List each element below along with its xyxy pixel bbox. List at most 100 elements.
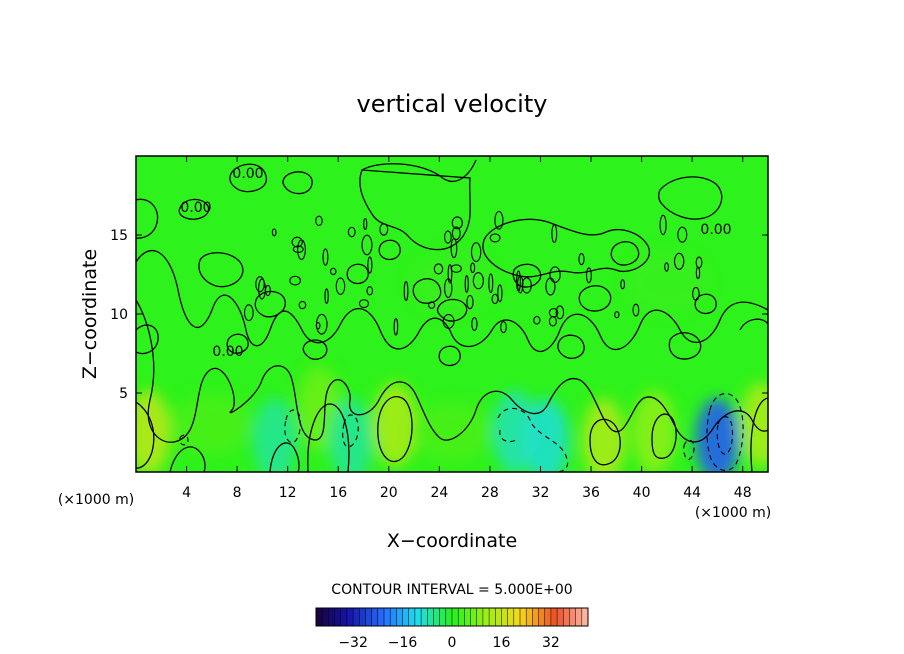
contour-label: 0.00 bbox=[212, 344, 243, 360]
field-blob bbox=[171, 394, 252, 455]
colorbar-cell bbox=[421, 608, 428, 626]
contour-line bbox=[136, 324, 159, 355]
y-axis-title: Z−coordinate bbox=[79, 249, 101, 379]
colorbar-cell bbox=[526, 608, 533, 626]
colorbar-cell bbox=[334, 608, 342, 626]
negative-contour bbox=[284, 409, 301, 444]
colorbar-cell bbox=[427, 608, 434, 626]
colorbar bbox=[315, 608, 589, 626]
colorbar-cell bbox=[581, 608, 589, 626]
contour-cell bbox=[578, 253, 585, 266]
colorbar-cell bbox=[452, 608, 459, 626]
x-tick-label: 20 bbox=[380, 485, 398, 501]
contour-line bbox=[694, 293, 717, 315]
contour-label: 0.00 bbox=[700, 222, 731, 238]
contour-line bbox=[668, 332, 702, 360]
field-blob bbox=[739, 382, 768, 467]
small-contour-cells bbox=[243, 210, 703, 336]
contour-cell bbox=[545, 277, 556, 296]
negative-contour bbox=[716, 416, 734, 455]
contour-line bbox=[302, 339, 328, 360]
field-blob bbox=[632, 390, 677, 472]
contour-cell bbox=[464, 275, 469, 293]
colorbar-cell bbox=[384, 608, 391, 626]
contour-cell bbox=[551, 224, 558, 243]
contour-cell bbox=[298, 300, 307, 310]
colorbar-cell bbox=[464, 608, 471, 626]
contour-line bbox=[254, 290, 286, 318]
negative-contour bbox=[706, 393, 744, 471]
contour-cell bbox=[329, 267, 337, 276]
x-tick-label: 28 bbox=[481, 485, 499, 501]
colorbar-cell bbox=[563, 608, 570, 626]
contour-interval-note: CONTOUR INTERVAL = 5.000E+00 bbox=[331, 582, 572, 598]
colorbar-cell bbox=[322, 608, 329, 626]
colorbar-cell bbox=[365, 608, 373, 626]
y-tick-label: 10 bbox=[110, 307, 128, 323]
colorbar-cell bbox=[538, 608, 546, 626]
contour-line bbox=[136, 198, 159, 239]
contour-cell bbox=[516, 270, 521, 292]
x-tick-label: 4 bbox=[182, 485, 191, 501]
colorbar-cell bbox=[520, 608, 527, 626]
contour-cell bbox=[692, 286, 700, 301]
contour-cell bbox=[442, 314, 455, 329]
contour-line bbox=[610, 241, 640, 266]
contour-line bbox=[750, 397, 768, 472]
contour-cell bbox=[289, 275, 301, 286]
contour-line bbox=[512, 263, 542, 288]
colorbar-cell bbox=[390, 608, 397, 626]
colorbar-cell bbox=[445, 608, 453, 626]
contour-cell bbox=[322, 248, 329, 266]
negative-contours bbox=[179, 393, 744, 472]
field-blob bbox=[412, 402, 492, 463]
x-tick-label: 36 bbox=[582, 485, 600, 501]
contour-cell bbox=[585, 267, 592, 284]
contour-cell bbox=[659, 214, 667, 236]
contour-cell bbox=[297, 239, 306, 261]
contour-line bbox=[229, 163, 267, 193]
contour-cell bbox=[470, 262, 476, 274]
colorbar-cell bbox=[396, 608, 403, 626]
field-blob bbox=[253, 398, 298, 472]
colorbar-cell bbox=[340, 608, 348, 626]
contour-cell bbox=[347, 226, 356, 238]
contour-line bbox=[307, 403, 350, 472]
contour-line bbox=[438, 345, 461, 367]
contour-cell bbox=[614, 311, 620, 319]
contour-cell bbox=[521, 277, 532, 294]
contour-line bbox=[136, 250, 768, 353]
contour-cell bbox=[361, 234, 373, 256]
contour-line bbox=[136, 401, 155, 469]
contour-line bbox=[557, 334, 585, 360]
contour-line bbox=[658, 176, 723, 220]
contour-cell bbox=[335, 277, 346, 295]
colorbar-cell bbox=[414, 608, 422, 626]
contour-cell bbox=[403, 281, 409, 302]
field-blob bbox=[373, 382, 418, 467]
colorbar-cell bbox=[482, 608, 490, 626]
colorbar-tick-label: 0 bbox=[448, 635, 457, 651]
colorbar-cell bbox=[501, 608, 509, 626]
contour-cell bbox=[393, 318, 399, 336]
contour-cell bbox=[673, 252, 685, 270]
colorbar-cell bbox=[353, 608, 360, 626]
colorbar-cell bbox=[408, 608, 416, 626]
contour-cell bbox=[470, 242, 482, 263]
contour-cell bbox=[450, 238, 458, 259]
contour-cell bbox=[243, 304, 254, 322]
x-unit-label-left: (×1000 m) bbox=[58, 492, 134, 508]
x-tick-label: 16 bbox=[329, 485, 347, 501]
contour-cell bbox=[447, 264, 453, 284]
negative-contour bbox=[497, 407, 569, 472]
contour-cell bbox=[324, 288, 329, 304]
contour-cell bbox=[471, 317, 478, 332]
contour-line bbox=[198, 252, 244, 288]
contour-cell bbox=[315, 321, 321, 330]
contour-cell bbox=[433, 263, 444, 275]
contour-cell bbox=[500, 321, 507, 334]
contour-cell bbox=[620, 279, 626, 290]
contour-line bbox=[282, 171, 313, 195]
contour-cell bbox=[664, 262, 669, 272]
